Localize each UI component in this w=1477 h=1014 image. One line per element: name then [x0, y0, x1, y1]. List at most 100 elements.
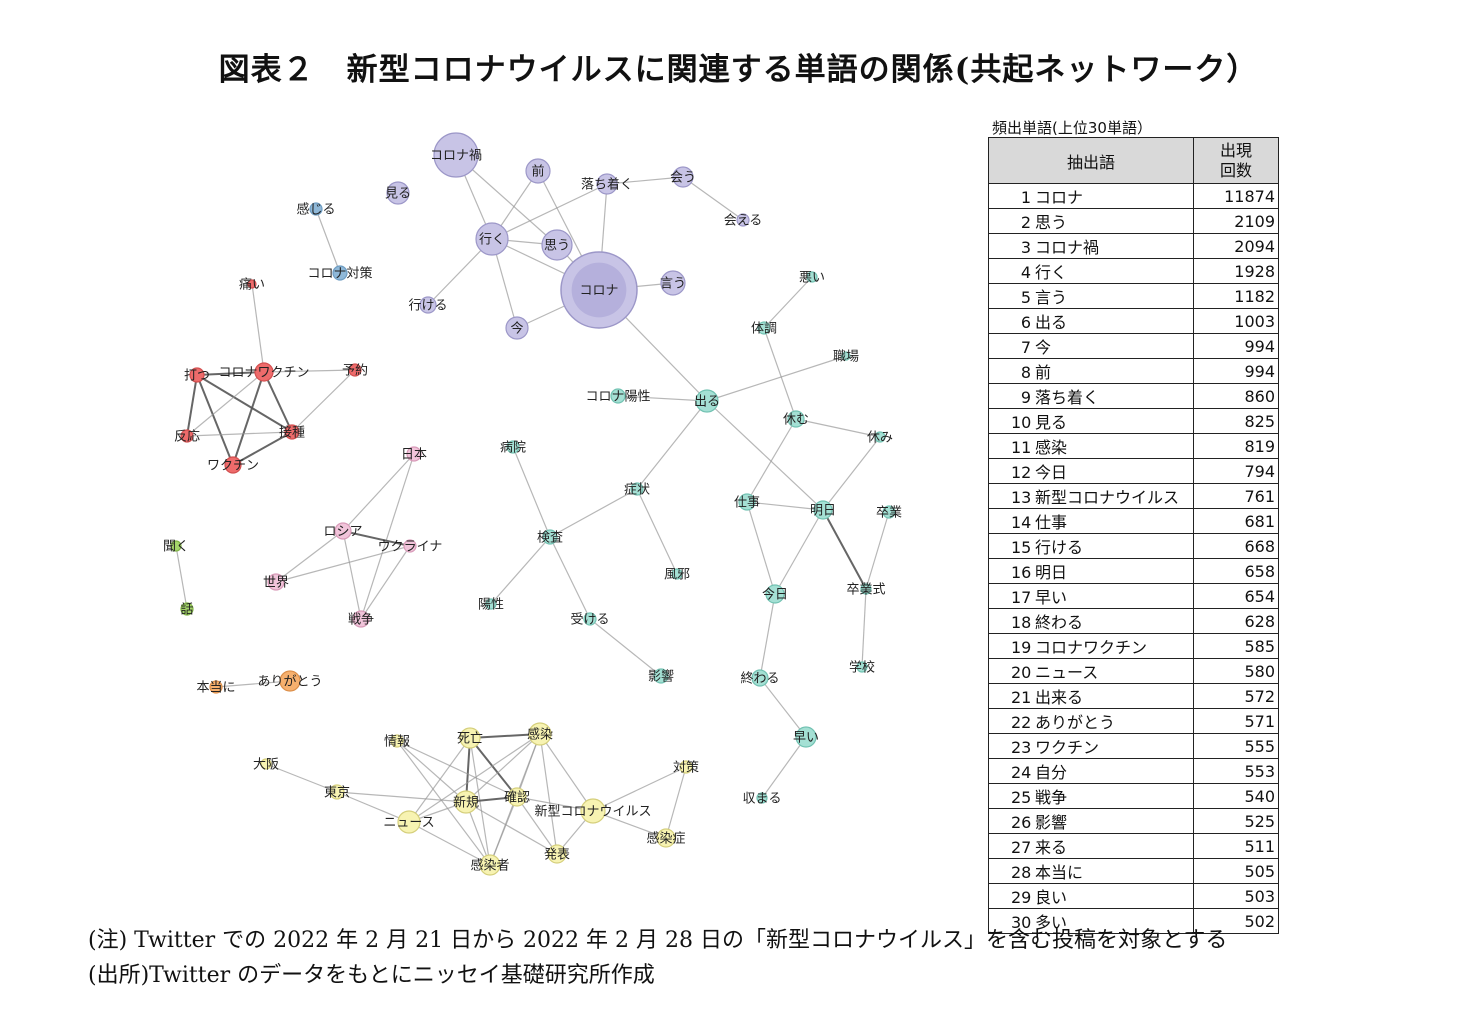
- network-node: [284, 424, 300, 440]
- network-node: [528, 722, 552, 746]
- network-node: [247, 279, 257, 289]
- count-cell: 505: [1193, 858, 1279, 884]
- network-edge: [592, 766, 687, 812]
- network-edge: [196, 371, 265, 376]
- network-edge: [175, 545, 188, 610]
- rank-number: 24: [1011, 763, 1032, 782]
- node-label: 会える: [724, 214, 763, 229]
- node-label: 痛い: [239, 277, 265, 293]
- node-label: 学校: [849, 660, 875, 676]
- network-edge: [822, 509, 867, 590]
- network-node: [209, 680, 223, 694]
- rank-number: 13: [1011, 488, 1032, 507]
- network-edge: [315, 208, 341, 274]
- network-edge: [275, 530, 344, 583]
- node-label: コロナ陽性: [585, 390, 650, 405]
- network-node: [795, 726, 817, 748]
- network-node: [170, 540, 182, 552]
- rank-number: 19: [1011, 638, 1032, 657]
- count-cell: 2094: [1193, 233, 1279, 259]
- node-label: 大阪: [253, 758, 279, 773]
- word-cell: 29 良い: [988, 883, 1194, 909]
- network-edge: [408, 737, 471, 823]
- word-label: 感染: [1035, 438, 1068, 457]
- rank-number: 14: [1011, 513, 1032, 532]
- network-node: [505, 316, 529, 340]
- network-edge: [761, 736, 807, 799]
- network-node: [787, 410, 805, 428]
- word-cell: 16 明日: [988, 558, 1194, 584]
- network-node: [352, 610, 370, 628]
- network-edge: [746, 501, 824, 511]
- network-node: [580, 798, 606, 824]
- network-edge: [186, 431, 293, 437]
- word-label: ありがとう: [1035, 713, 1116, 732]
- word-cell: 22 ありがとう: [988, 708, 1194, 734]
- node-label: 会う: [670, 171, 696, 186]
- node-label: ニュース: [383, 816, 434, 831]
- network-node: [738, 493, 756, 511]
- network-edge: [215, 680, 291, 688]
- network-edge: [865, 511, 890, 590]
- word-label: 言う: [1035, 288, 1068, 307]
- word-label: 仕事: [1035, 513, 1068, 532]
- network-edge: [251, 283, 265, 373]
- network-node: [841, 351, 851, 361]
- network-edge: [408, 821, 491, 866]
- network-node: [765, 584, 785, 604]
- node-label: 出る: [694, 395, 720, 410]
- network-edge: [549, 488, 638, 538]
- network-node: [507, 787, 527, 807]
- node-label: 今: [510, 321, 523, 337]
- node-label: 検査: [537, 531, 563, 546]
- network-node: [479, 854, 501, 876]
- word-label: コロナ禍: [1035, 238, 1100, 257]
- network-node: [403, 539, 417, 553]
- network-edge: [396, 740, 467, 803]
- network-node: [406, 446, 422, 462]
- network-edge: [265, 763, 338, 793]
- network-node: [419, 296, 437, 314]
- node-label: 東京: [324, 785, 350, 801]
- node-label: 今日: [762, 587, 788, 603]
- node-label: 発表: [544, 848, 570, 863]
- count-cell: 825: [1193, 408, 1279, 434]
- network-edge: [682, 176, 744, 221]
- table-row: 20 ニュース 580: [988, 658, 1279, 684]
- count-cell: 654: [1193, 583, 1279, 609]
- network-node: [485, 598, 497, 610]
- table-row: 7 今 994: [988, 333, 1279, 359]
- word-cell: 5 言う: [988, 283, 1194, 309]
- network-node: [180, 429, 194, 443]
- network-edge: [232, 431, 293, 466]
- network-node: [506, 440, 520, 454]
- count-cell: 658: [1193, 558, 1279, 584]
- node-label: 落ち着く: [581, 177, 633, 193]
- network-edge: [592, 810, 667, 839]
- word-label: コロナワクチン: [1035, 638, 1148, 657]
- figure-title: 図表２ 新型コロナウイルスに関連する単語の関係(共起ネットワーク）: [218, 52, 1259, 88]
- rank-number: 6: [1020, 313, 1031, 332]
- count-cell: 572: [1193, 683, 1279, 709]
- network-node: [596, 173, 618, 195]
- node-label: 日本: [401, 448, 427, 463]
- rank-number: 2: [1020, 213, 1031, 232]
- word-cell: 12 今日: [988, 458, 1194, 484]
- count-cell: 1182: [1193, 283, 1279, 309]
- word-cell: 14 仕事: [988, 508, 1194, 534]
- table-row: 28 本当に 505: [988, 858, 1279, 884]
- word-label: コロナ: [1035, 188, 1084, 207]
- network-edge: [186, 374, 198, 437]
- node-label: 情報: [384, 735, 410, 750]
- network-node: [459, 727, 481, 749]
- count-cell: 553: [1193, 758, 1279, 784]
- table-row: 16 明日 658: [988, 558, 1279, 584]
- network-edge: [617, 395, 708, 402]
- node-label: 早い: [793, 731, 819, 746]
- network-node: [267, 573, 285, 591]
- network-edge: [665, 766, 687, 839]
- network-node: [653, 668, 669, 684]
- network-edge: [512, 446, 551, 538]
- network-edge: [396, 740, 518, 798]
- network-edge: [336, 791, 410, 823]
